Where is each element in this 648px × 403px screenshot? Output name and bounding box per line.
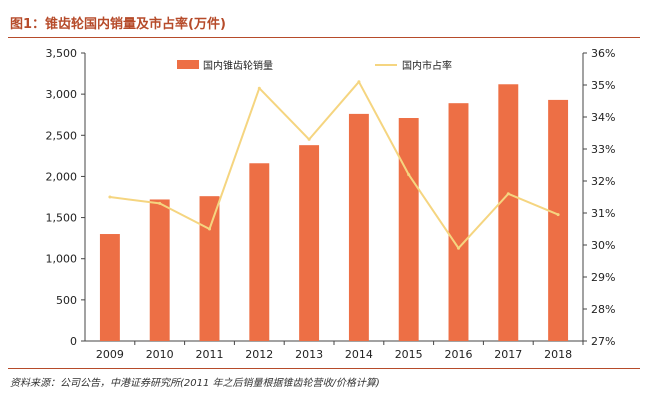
x-tick-label: 2012 xyxy=(245,348,273,361)
x-tick-label: 2011 xyxy=(196,348,224,361)
bar-sales xyxy=(348,113,369,342)
line-point-share xyxy=(257,86,261,90)
source-divider xyxy=(8,368,640,369)
x-tick-label: 2016 xyxy=(445,348,473,361)
line-point-share xyxy=(457,246,460,250)
y-left-tick-label: 500 xyxy=(56,294,77,307)
source-note: 资料来源：公司公告，中港证券研究所(2011 年之后销量根据锥齿轮营收/价格计算… xyxy=(10,378,380,389)
x-tick-label: 2013 xyxy=(295,348,323,361)
bar-sales xyxy=(99,234,120,341)
x-tick-label: 2017 xyxy=(494,348,522,361)
y-right-tick-label: 28% xyxy=(591,303,615,316)
y-right-tick-label: 27% xyxy=(591,335,615,348)
legend-label-sales: 国内锥齿轮销量 xyxy=(203,59,273,72)
x-tick-label: 2014 xyxy=(345,348,373,361)
bar-sales xyxy=(199,196,220,341)
line-point-share xyxy=(158,201,162,205)
legend-label-share: 国内市占率 xyxy=(402,59,452,72)
y-right-tick-label: 31% xyxy=(591,207,615,220)
y-left-tick-label: 1,500 xyxy=(46,212,78,225)
y-left-tick-label: 3,500 xyxy=(46,47,78,60)
x-tick-label: 2015 xyxy=(395,348,423,361)
bar-sales xyxy=(498,84,519,342)
line-market-share xyxy=(109,80,559,250)
y-right-tick-label: 30% xyxy=(591,239,615,252)
line-point-share xyxy=(407,173,411,177)
chart-title: 图1：锥齿轮国内销量及市占率(万件) xyxy=(10,17,226,32)
y-right-tick-label: 34% xyxy=(591,111,615,124)
x-tick-label: 2009 xyxy=(96,348,124,361)
y-left-tick-label: 1,000 xyxy=(46,253,78,266)
title-divider xyxy=(8,37,640,38)
y-right-tick-label: 32% xyxy=(591,175,615,188)
bar-sales xyxy=(149,199,170,341)
bar-sales xyxy=(249,163,270,341)
line-point-share xyxy=(556,213,560,217)
y-left-tick-label: 2,000 xyxy=(46,170,78,183)
line-point-share xyxy=(208,227,211,231)
y-right-tick-label: 29% xyxy=(591,271,615,284)
y-left-tick-label: 3,000 xyxy=(46,88,78,101)
y-left-tick-label: 0 xyxy=(70,335,77,348)
bar-sales xyxy=(398,118,419,342)
legend-swatch-sales xyxy=(177,60,199,69)
line-point-share xyxy=(307,137,311,141)
bar-sales xyxy=(548,99,569,341)
bar-sales xyxy=(299,145,320,341)
y-right-tick-label: 36% xyxy=(591,47,615,60)
y-right-tick-label: 33% xyxy=(591,143,615,156)
bar-sales xyxy=(448,103,469,342)
x-tick-label: 2010 xyxy=(146,348,174,361)
y-left-tick-label: 2,500 xyxy=(46,129,78,142)
x-tick-label: 2018 xyxy=(544,348,572,361)
line-point-share xyxy=(108,195,112,199)
y-right-tick-label: 35% xyxy=(591,79,615,92)
line-point-share xyxy=(506,192,510,196)
line-point-share xyxy=(357,80,361,84)
